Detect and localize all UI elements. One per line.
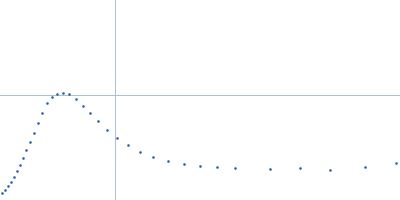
Point bbox=[35, 121, 41, 125]
Point bbox=[137, 150, 143, 154]
Point bbox=[54, 92, 60, 96]
Point bbox=[20, 156, 26, 160]
Point bbox=[362, 165, 368, 169]
Point bbox=[267, 167, 273, 171]
Point bbox=[214, 165, 220, 169]
Point bbox=[0, 191, 5, 195]
Point bbox=[181, 162, 187, 166]
Point bbox=[17, 163, 23, 167]
Point bbox=[232, 166, 238, 170]
Point bbox=[80, 104, 86, 108]
Point bbox=[327, 168, 333, 172]
Point bbox=[297, 166, 303, 170]
Point bbox=[66, 92, 72, 96]
Point bbox=[49, 95, 55, 99]
Point bbox=[393, 161, 399, 165]
Point bbox=[60, 91, 66, 95]
Point bbox=[27, 140, 33, 144]
Point bbox=[5, 184, 11, 188]
Point bbox=[87, 111, 93, 115]
Point bbox=[114, 136, 120, 140]
Point bbox=[150, 155, 156, 159]
Point bbox=[11, 175, 17, 179]
Point bbox=[44, 101, 50, 105]
Point bbox=[197, 164, 203, 168]
Point bbox=[73, 97, 79, 101]
Point bbox=[39, 111, 45, 115]
Point bbox=[125, 143, 131, 147]
Point bbox=[165, 159, 171, 163]
Point bbox=[95, 119, 101, 123]
Point bbox=[104, 128, 110, 132]
Point bbox=[2, 188, 8, 192]
Point bbox=[31, 131, 37, 135]
Point bbox=[8, 180, 14, 184]
Point bbox=[23, 148, 29, 152]
Point bbox=[14, 169, 20, 173]
